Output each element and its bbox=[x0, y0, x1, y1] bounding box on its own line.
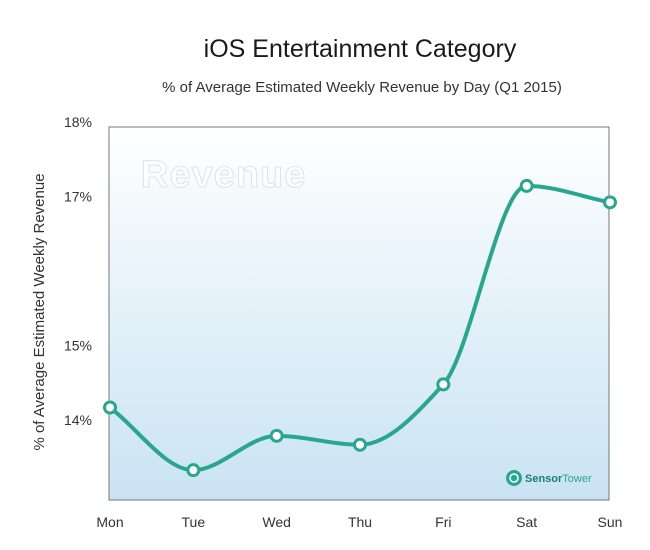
y-tick-label: 17% bbox=[64, 188, 92, 204]
chart-title: iOS Entertainment Category bbox=[204, 35, 517, 63]
y-axis-label: % of Average Estimated Weekly Revenue bbox=[31, 173, 48, 450]
y-axis-ticks: 18% 17% 15% 14% bbox=[64, 114, 92, 428]
chart-subtitle: % of Average Estimated Weekly Revenue by… bbox=[162, 79, 562, 96]
logo-part1: Sensor bbox=[525, 473, 563, 485]
data-point-tue bbox=[186, 463, 201, 478]
watermark: Revenue bbox=[141, 154, 306, 196]
x-tick-label: Wed bbox=[262, 514, 291, 530]
data-point-sun bbox=[603, 195, 617, 210]
x-tick-label: Fri bbox=[435, 514, 451, 530]
data-point-sat bbox=[519, 178, 534, 193]
x-tick-label: Mon bbox=[96, 514, 123, 530]
data-points bbox=[103, 178, 617, 478]
data-point-mon bbox=[103, 400, 117, 415]
x-tick-label: Sat bbox=[516, 514, 537, 530]
logo-part2: Tower bbox=[562, 473, 592, 485]
x-tick-label: Tue bbox=[182, 514, 206, 530]
x-axis-ticks: Mon Tue Wed Thu Fri Sat Sun bbox=[96, 514, 622, 530]
data-point-thu bbox=[353, 437, 367, 452]
sensor-tower-icon bbox=[506, 470, 522, 486]
svg-text:SensorTower: SensorTower bbox=[525, 473, 592, 485]
y-tick-label: 14% bbox=[64, 412, 92, 428]
data-point-wed bbox=[269, 428, 284, 443]
sensor-tower-logo: SensorTower bbox=[506, 470, 592, 486]
y-tick-label: 15% bbox=[64, 338, 92, 354]
data-point-fri bbox=[436, 377, 451, 392]
x-tick-label: Thu bbox=[348, 514, 372, 530]
y-tick-label: 18% bbox=[64, 114, 92, 130]
x-tick-label: Sun bbox=[598, 514, 623, 530]
